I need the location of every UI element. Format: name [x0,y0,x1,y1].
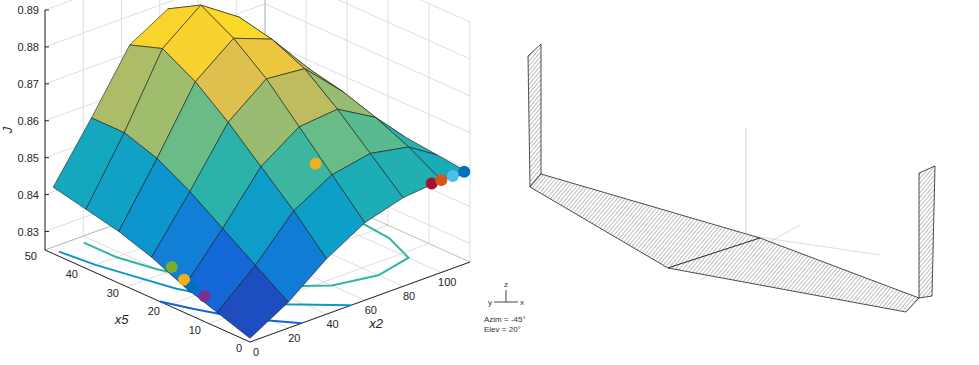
axis-texts: 0 20 40 60 80 100 0 10 20 30 40 50 0.83 0.84 0.85 0.86 0… [0,4,456,358]
grid [45,0,470,342]
plot-area [53,5,470,338]
x-tick-label: 0 [253,346,259,358]
wing-panel [528,44,541,187]
x-tick-label: 60 [365,304,377,316]
marker-point [186,281,198,293]
wing-panel [919,166,935,298]
y-tick-label: 50 [25,250,37,262]
view-axis-label: x [520,298,524,307]
z-tick [45,120,49,121]
view-annotation: Azim = -45° [484,315,526,324]
y-axis-title: x5 [114,312,130,327]
y-grid-line [470,22,471,262]
z-tick [45,194,49,195]
marker-point [310,158,322,170]
x-axis-title: x2 [368,316,384,331]
z-grid-line [265,0,470,22]
view-axis-label: y [488,298,492,307]
z-tick-label: 0.89 [18,4,39,16]
z-grid-line [265,0,470,59]
x-tick-label: 100 [438,276,456,288]
wing-drawing [528,44,935,312]
surface-cell [217,265,288,338]
surface [53,5,470,338]
z-tick-label: 0.83 [18,226,39,238]
view-axis-label: z [504,280,508,289]
z-tick-label: 0.85 [18,152,39,164]
y-tick-label: 20 [148,305,160,317]
z-tick-label: 0.88 [18,41,39,53]
z-axis-line [45,10,46,250]
x-tick-label: 80 [403,290,415,302]
y-tick-label: 30 [107,287,119,299]
view-annotation: Elev = 20° [484,325,521,334]
icon-axis [494,302,506,303]
z-tick-label: 0.84 [18,189,39,201]
z-tick [45,231,49,232]
chart-root: 0 20 40 60 80 100 0 10 20 30 40 50 0.83 0.84 0.85 0.86 0… [0,0,979,365]
z-grid-line [45,0,265,10]
z-tick [45,83,49,84]
marker-point [458,166,470,178]
icon-axis [506,290,507,302]
y-tick-label: 40 [66,268,78,280]
x-tick-label: 20 [288,332,300,344]
marker-point [435,174,447,186]
z-tick-label: 0.87 [18,78,39,90]
view-icon: z y x Azim = -45°Elev = 20° [484,280,526,334]
wing-panel [668,238,919,312]
points [166,158,470,303]
y-grid-line [429,4,430,244]
icon-axis [506,302,518,303]
z-tick-label: 0.86 [18,115,39,127]
y-tick-label: 10 [189,324,201,336]
z-axis-title: J [0,126,15,134]
x-tick-label: 40 [326,318,338,330]
wing-ref-axis [746,128,747,250]
marker-point [166,261,178,273]
z-tick [45,46,49,47]
z-tick [45,157,49,158]
z-tick [45,10,49,11]
chart-svg: 0 20 40 60 80 100 0 10 20 30 40 50 0.83 0.84 0.85 0.86 0… [0,0,979,365]
x-grid-line [45,10,46,250]
marker-point [447,170,459,182]
y-tick-label: 0 [236,342,242,354]
marker-point [199,290,211,302]
